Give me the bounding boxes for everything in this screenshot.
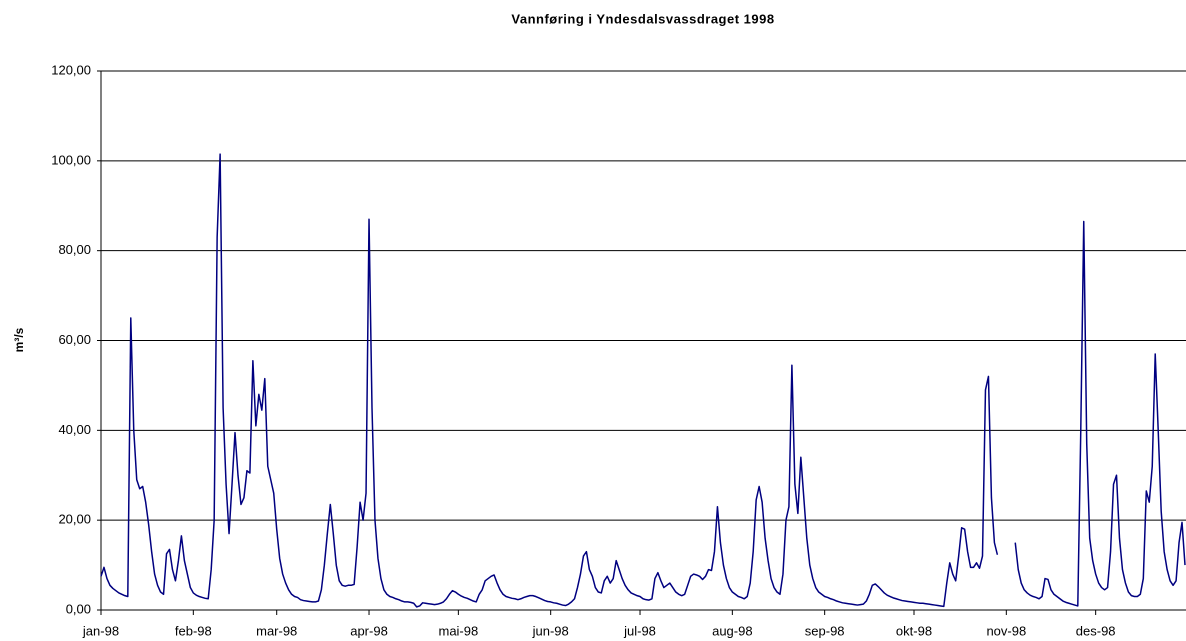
y-tick-label: 120,00 bbox=[51, 62, 91, 77]
x-tick-label: nov-98 bbox=[986, 623, 1026, 638]
y-tick-label: 80,00 bbox=[58, 242, 91, 257]
x-tick-label: mai-98 bbox=[438, 623, 478, 638]
x-tick-label: jun-98 bbox=[532, 623, 569, 638]
y-axis-label: m³/s bbox=[12, 327, 26, 352]
y-tick-label: 20,00 bbox=[58, 512, 91, 527]
chart-title: Vannføring i Yndesdalsvassdraget 1998 bbox=[511, 11, 774, 26]
y-tick-label: 0,00 bbox=[66, 601, 91, 616]
x-tick-label: sep-98 bbox=[805, 623, 845, 638]
y-tick-label: 60,00 bbox=[58, 332, 91, 347]
x-tick-label: apr-98 bbox=[350, 623, 388, 638]
data-line bbox=[100, 153, 1186, 608]
y-tick-label: 100,00 bbox=[51, 152, 91, 167]
x-tick-label: jul-98 bbox=[623, 623, 656, 638]
x-tick-label: okt-98 bbox=[896, 623, 932, 638]
x-tick-label: aug-98 bbox=[712, 623, 752, 638]
x-tick-label: feb-98 bbox=[175, 623, 212, 638]
x-tick-label: des-98 bbox=[1076, 623, 1116, 638]
y-tick-label: 40,00 bbox=[58, 422, 91, 437]
x-tick-label: mar-98 bbox=[256, 623, 297, 638]
x-tick-label: jan-98 bbox=[82, 623, 119, 638]
